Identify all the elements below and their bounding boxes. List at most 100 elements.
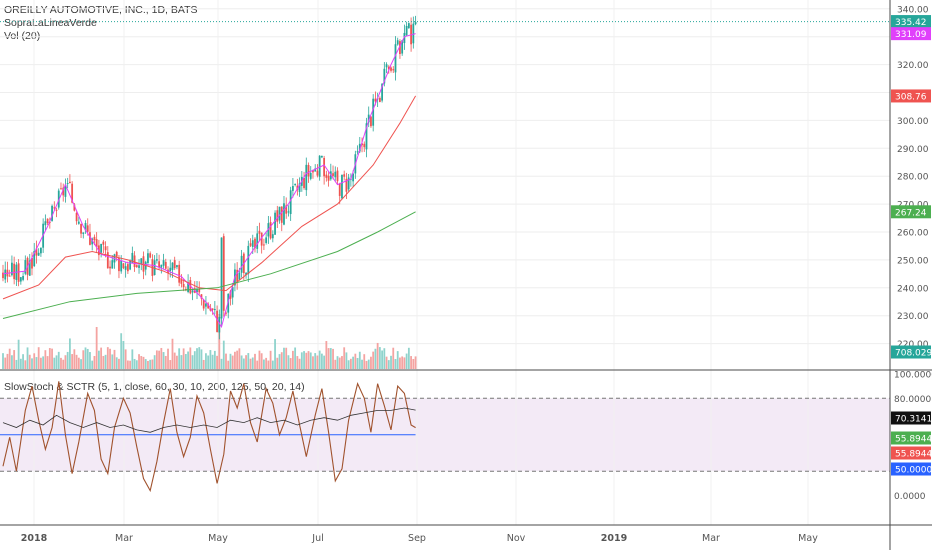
candle-body [260, 232, 263, 246]
candle-body [173, 260, 176, 269]
price-tick-label: 220.00 [897, 340, 929, 350]
volume-bar [200, 349, 203, 369]
volume-bar [334, 359, 337, 369]
volume-bar [151, 359, 154, 369]
volume-bar [84, 347, 87, 369]
volume-bar [211, 354, 214, 369]
volume-bar [296, 356, 299, 369]
candle-body [91, 238, 94, 245]
volume-bar [325, 341, 328, 369]
volume-bar [396, 351, 399, 369]
volume-bar [167, 348, 169, 369]
candle-body [178, 264, 181, 283]
volume-bar [178, 348, 181, 369]
candle-body [356, 151, 359, 153]
candle-body [202, 299, 205, 309]
candle-body [309, 172, 312, 179]
candle-body [256, 233, 259, 249]
chart-title: OREILLY AUTOMOTIVE, INC., 1D, BATS [4, 4, 198, 16]
volume-bar [135, 360, 138, 369]
volume-bar [60, 357, 62, 369]
candle-body [245, 272, 247, 276]
candle-body [367, 114, 370, 123]
volume-bar [66, 351, 69, 369]
oscillator-value-label-box [891, 411, 931, 425]
candle-body [189, 280, 192, 294]
candle-body [412, 23, 415, 44]
price-value-label-box [891, 89, 931, 103]
candle-body [120, 260, 123, 272]
candle-body [180, 279, 183, 284]
candle-body [274, 212, 276, 235]
volume-bar [111, 354, 114, 369]
candle-body [338, 183, 341, 196]
volume-bar [370, 356, 372, 369]
volume-value-label: 708.029K [895, 349, 932, 359]
volume-bar [251, 357, 254, 369]
volume-bar [274, 339, 276, 369]
volume-bar [309, 352, 312, 369]
volume-bar [160, 347, 163, 369]
oscillator-tick-label: 100.0000 [894, 371, 932, 381]
volume-bar [162, 352, 165, 369]
lower-title[interactable]: SlowStoch & SCTR (5, 1, close, 60, 30, 1… [4, 381, 305, 393]
candle-body [200, 294, 203, 299]
volume-bar [182, 348, 185, 369]
candle-body [327, 175, 330, 181]
volume-bar [394, 358, 397, 369]
candle-body [158, 261, 160, 268]
volume-bar [189, 347, 192, 369]
candle-body [385, 64, 388, 68]
volume-bar [410, 356, 412, 369]
candle-body [19, 277, 22, 282]
indicator-sopra[interactable]: SopraLaLineaVerde [4, 17, 97, 29]
candle-body [345, 178, 348, 192]
candle-body [80, 223, 82, 234]
volume-bar [37, 347, 40, 369]
candle-body [160, 264, 163, 268]
volume-bar [64, 355, 67, 369]
candle-body [222, 236, 225, 311]
volume-bar [86, 348, 89, 369]
volume-bar [390, 355, 392, 369]
price-value-label-box [891, 205, 931, 219]
candle-body [407, 23, 410, 29]
volume-bar [267, 360, 270, 369]
volume-bar [280, 352, 283, 369]
candle-body [269, 222, 272, 239]
candle-body [361, 143, 363, 146]
volume-bar [220, 358, 223, 369]
price-tick-label: 280.00 [897, 173, 929, 183]
candle-body [162, 260, 165, 266]
candle-body [403, 32, 406, 44]
candle-body [263, 244, 265, 246]
volume-bar [320, 353, 323, 369]
volume-bar [15, 359, 18, 369]
volume-bar [318, 350, 321, 369]
volume-bar [102, 355, 105, 369]
volume-bar [247, 353, 250, 369]
volume-bar [164, 355, 167, 369]
volume-bar [40, 357, 42, 369]
price-value-label: 308.76 [895, 92, 927, 102]
volume-bar [191, 355, 194, 369]
volume-bar [234, 351, 236, 369]
volume-bar [140, 356, 143, 369]
volume-bar [33, 353, 36, 369]
volume-bar [42, 356, 45, 369]
volume-bar [303, 351, 305, 369]
volume-bar [287, 355, 290, 369]
price-tick-label: 300.00 [897, 117, 929, 127]
volume-bar [106, 347, 109, 369]
volume-bar [11, 355, 13, 369]
volume-bar [124, 349, 127, 369]
candle-body [381, 83, 383, 101]
volume-bar [155, 350, 158, 369]
volume-bar [213, 350, 216, 369]
slowstoch-line [2, 381, 416, 493]
indicator-volume[interactable]: Vol (20) [4, 30, 41, 42]
candle-body [399, 41, 401, 55]
volume-bar [372, 351, 375, 369]
volume-bar [323, 355, 326, 369]
